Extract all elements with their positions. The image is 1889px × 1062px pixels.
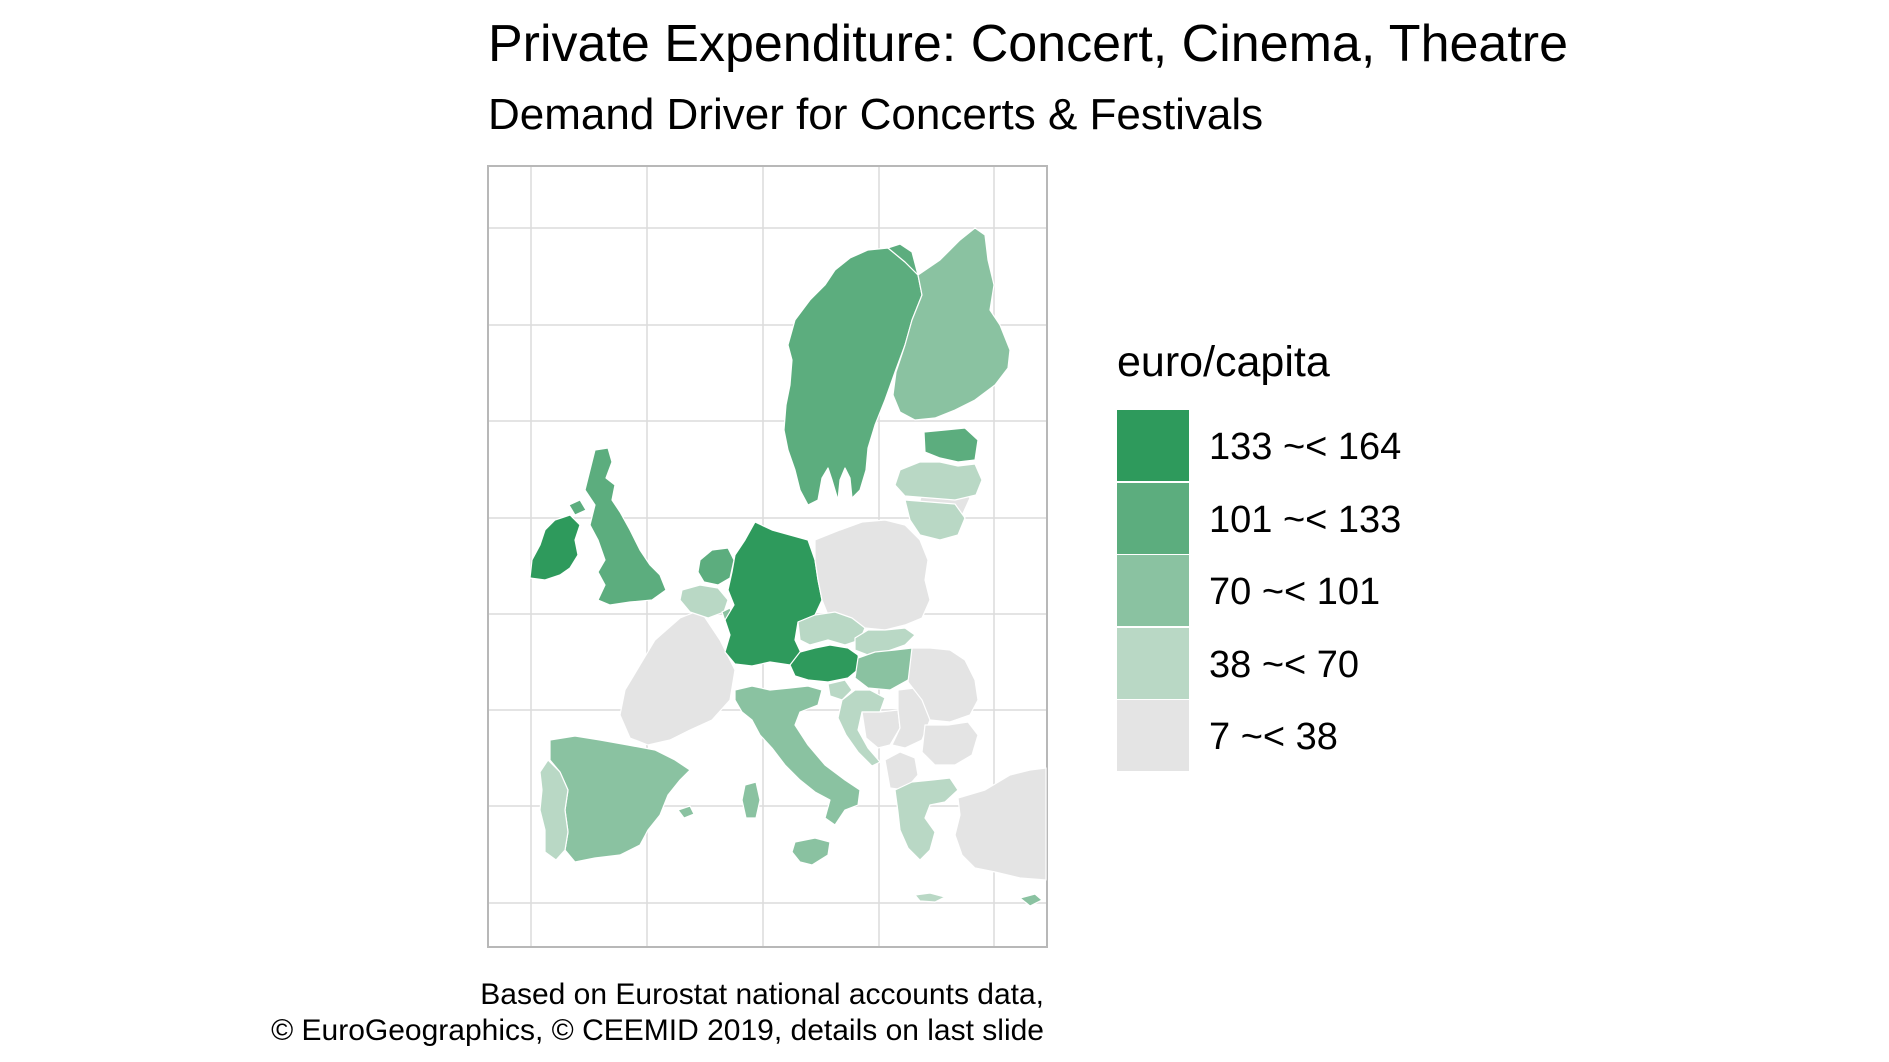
- region-netherlands: [697, 547, 735, 586]
- region-lithuania: [904, 499, 966, 541]
- legend-swatch: [1117, 555, 1189, 626]
- caption-line2: © EuroGeographics, © CEEMID 2019, detail…: [271, 1014, 1044, 1047]
- region-romania: [907, 647, 979, 723]
- chart-title: Private Expenditure: Concert, Cinema, Th…: [488, 15, 1569, 73]
- legend-label: 7 ~< 38: [1209, 716, 1338, 758]
- region-slovakia: [854, 627, 916, 656]
- region-cyprus: [1019, 893, 1043, 907]
- region-slovenia: [827, 679, 853, 701]
- region-greece: [894, 777, 959, 903]
- region-turkey: [954, 767, 1047, 881]
- legend-swatch: [1117, 410, 1189, 481]
- region-balearics: [677, 805, 695, 819]
- region-norway: [887, 243, 919, 276]
- legend-item: 7 ~< 38: [1117, 700, 1477, 772]
- caption-line1: Based on Eurostat national accounts data…: [480, 978, 1044, 1011]
- region-latvia: [894, 461, 983, 501]
- legend-label: 101 ~< 133: [1209, 498, 1402, 541]
- legend-item: 38 ~< 70: [1117, 627, 1477, 700]
- region-uk: [568, 447, 667, 606]
- region-italy: [734, 685, 861, 826]
- legend-title: euro/capita: [1117, 338, 1330, 386]
- region-sweden: [783, 247, 923, 506]
- legend-label: 133 ~< 164: [1209, 426, 1402, 468]
- legend-item: 133 ~< 164: [1117, 410, 1477, 482]
- region-poland: [814, 519, 931, 631]
- region-bulgaria: [921, 721, 979, 766]
- region-albania: [884, 751, 919, 791]
- legend-swatch: [1117, 627, 1189, 699]
- legend-item: 101 ~< 133: [1117, 482, 1477, 555]
- chart-subtitle: Demand Driver for Concerts & Festivals: [488, 90, 1264, 139]
- region-portugal: [539, 759, 569, 861]
- region-finland: [892, 227, 1011, 421]
- region-bosnia: [861, 709, 901, 749]
- legend-swatch: [1117, 482, 1189, 554]
- region-ireland: [529, 514, 581, 581]
- country-shapes: [529, 227, 1047, 907]
- legend-label: 38 ~< 70: [1209, 643, 1360, 686]
- region-croatia: [837, 689, 886, 767]
- legend-item: 70 ~< 101: [1117, 555, 1477, 627]
- region-sardinia: [741, 781, 761, 819]
- legend-swatch: [1117, 700, 1189, 771]
- region-sicily: [791, 837, 831, 866]
- legend-label: 70 ~< 101: [1209, 571, 1381, 613]
- region-germany: [724, 521, 823, 667]
- region-estonia: [923, 427, 979, 463]
